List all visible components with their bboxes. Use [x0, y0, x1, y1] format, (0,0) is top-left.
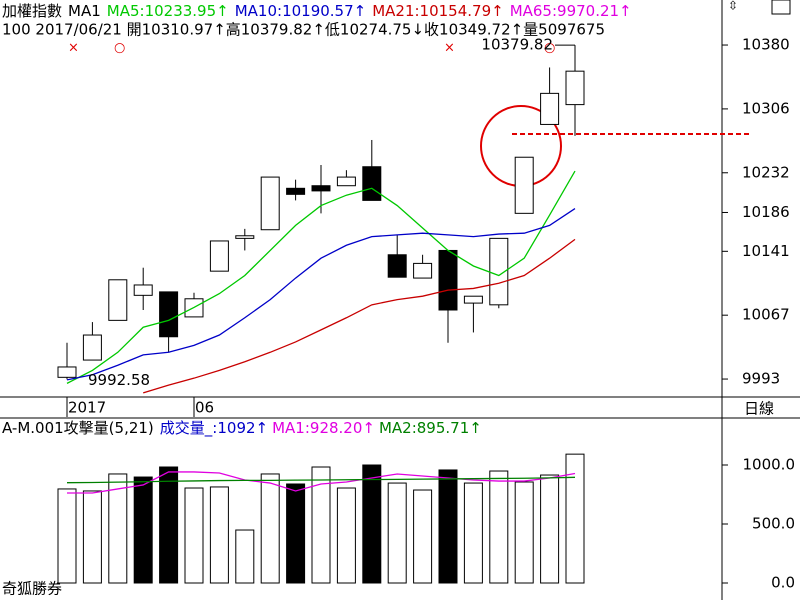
legend-entry: 成交量_:1092↑	[160, 419, 268, 438]
legend: A-M.001攻擊量(5,21) 成交量_:1092↑ MA1:928.20↑ MA2…	[2, 419, 482, 438]
candle-body	[82, 334, 102, 361]
volume-bar	[565, 453, 585, 584]
low-label: 9992.58	[88, 371, 150, 389]
legend-entry: MA5:10233.95↑	[107, 2, 229, 20]
candle-body	[413, 262, 433, 279]
y-tick-label: 10186	[742, 203, 790, 221]
candle-body	[286, 187, 306, 195]
volume-bar	[209, 486, 229, 584]
y-tick-label: 500.0	[752, 515, 795, 533]
candle-body	[235, 235, 255, 239]
volume-bar	[540, 474, 560, 584]
y-tick-label: 1000.0	[743, 456, 796, 474]
candle-body	[133, 284, 153, 296]
candle-body	[514, 156, 534, 214]
signal-marker: ×	[68, 41, 79, 56]
volume-bar	[438, 469, 458, 584]
chart-title: 加權指數	[2, 2, 62, 20]
volume-bar	[184, 487, 204, 584]
info-line: 100 2017/06/21 開10310.97↑高10379.82↑低1027…	[2, 21, 605, 39]
candle-body	[565, 70, 585, 106]
volume-bar	[57, 488, 77, 584]
high-label: 10379.82	[481, 36, 553, 54]
volume-bar	[489, 470, 509, 584]
y-tick-label: 10141	[742, 242, 790, 260]
candle-body	[159, 291, 179, 338]
volume-bar	[235, 529, 255, 584]
candle-body	[108, 279, 128, 321]
scroll-icon[interactable]: ⇳	[728, 0, 738, 13]
candle-body	[438, 249, 458, 311]
volume-bar	[336, 487, 356, 584]
volume-bar	[387, 482, 407, 584]
y-tick-label: 10232	[742, 163, 790, 181]
volume-bar	[82, 490, 102, 584]
candle-body	[336, 176, 356, 187]
volume-bar	[159, 466, 179, 584]
volume-bar	[463, 482, 483, 584]
x-tick-label: 06	[195, 399, 214, 417]
y-tick-label: 0.0	[771, 574, 795, 592]
candle-body	[209, 240, 229, 272]
period-label: 日線	[744, 400, 774, 418]
ma-line	[66, 170, 576, 384]
volume-ma-line	[66, 476, 576, 484]
watermark: 奇狐勝券	[2, 580, 62, 598]
candle-body	[463, 295, 483, 304]
volume-bar	[108, 473, 128, 584]
volume-ma-line	[67, 471, 576, 494]
volume-bar	[413, 489, 433, 584]
signal-marker: ×	[444, 41, 455, 56]
study-label: MA1	[68, 2, 101, 20]
y-tick-label: 10067	[742, 306, 790, 324]
legend-entry: MA1:928.20↑	[272, 419, 375, 437]
candle-body	[387, 254, 407, 278]
candle-body	[311, 185, 331, 192]
x-tick-label: 2017	[68, 399, 106, 417]
volume-bar	[362, 464, 382, 584]
volume-bar	[260, 473, 280, 584]
chart-title: A-M.001攻擊量(5,21)	[2, 419, 154, 437]
signal-marker: ○	[544, 41, 555, 56]
legend-entry: MA2:895.71↑	[379, 419, 482, 437]
legend-entry: MA21:10154.79↑	[372, 2, 503, 20]
volume-bar	[286, 483, 306, 584]
window-icon[interactable]	[771, 0, 791, 15]
y-tick-label: 10380	[742, 36, 790, 54]
ma-line	[143, 238, 576, 394]
volume-bar	[514, 481, 534, 584]
candle-body	[57, 366, 77, 378]
legend-entry: MA10:10190.57↑	[235, 2, 366, 20]
candle-body	[260, 176, 280, 231]
legend-entry: MA65:9970.21↑	[510, 2, 632, 20]
candle-body	[540, 92, 560, 125]
y-tick-label: 9993	[742, 370, 780, 388]
volume-bar	[133, 476, 153, 584]
signal-marker: ○	[114, 41, 125, 56]
volume-bar	[311, 466, 331, 584]
ma-line	[66, 207, 576, 381]
candle-body	[362, 166, 382, 201]
legend: 加權指數 MA1 MA5:10233.95↑ MA10:10190.57↑ MA21:1…	[2, 2, 632, 20]
y-tick-label: 10306	[742, 99, 790, 117]
